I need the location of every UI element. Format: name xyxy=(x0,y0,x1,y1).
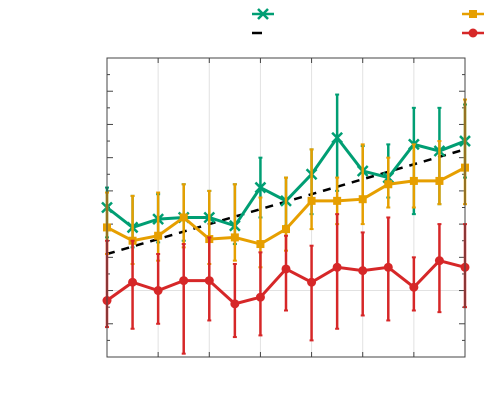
data-point xyxy=(409,176,418,185)
legend xyxy=(252,8,484,38)
data-point xyxy=(254,181,267,194)
data-point xyxy=(358,195,367,204)
legend-marker xyxy=(469,10,477,18)
data-point xyxy=(204,276,214,286)
data-point xyxy=(384,180,393,189)
legend-marker xyxy=(468,28,478,38)
data-point xyxy=(154,231,163,240)
legend-entry-2 xyxy=(462,10,484,18)
legend-entry-1 xyxy=(252,8,274,20)
data-point xyxy=(409,282,419,292)
series-4 xyxy=(102,213,470,355)
data-point xyxy=(333,196,342,205)
data-point xyxy=(230,299,240,309)
data-point xyxy=(282,225,290,234)
data-point xyxy=(179,276,189,286)
data-point xyxy=(255,292,265,302)
legend-marker xyxy=(257,8,269,20)
ticks xyxy=(107,58,465,357)
data-point xyxy=(358,266,368,276)
data-point xyxy=(383,262,393,272)
data-point xyxy=(307,277,317,287)
data-point xyxy=(230,233,239,242)
data-point xyxy=(332,262,342,272)
legend-entry-4 xyxy=(462,28,484,38)
data-point xyxy=(128,277,138,287)
data-point xyxy=(179,213,188,222)
data-point xyxy=(331,131,344,144)
series-layer xyxy=(101,93,471,355)
data-point xyxy=(256,240,265,249)
data-point xyxy=(153,286,163,296)
data-point xyxy=(307,196,316,205)
data-point xyxy=(281,264,291,274)
plot-frame xyxy=(106,57,466,358)
data-point xyxy=(435,176,444,185)
data-point xyxy=(434,256,444,266)
